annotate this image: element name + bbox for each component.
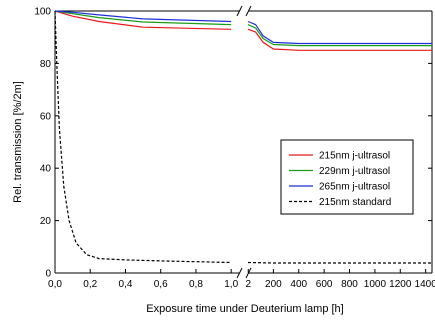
series-line-4-part-2 [248, 263, 432, 264]
y-tick-label: 20 [40, 216, 52, 227]
legend: 215nm j-ultrasol 229nm j-ultrasol 265nm j-… [281, 140, 413, 214]
x-tick-label: 0,6 [154, 279, 168, 290]
x-tick-label: 600 [316, 279, 333, 290]
y-tick-label: 100 [34, 7, 51, 18]
y-tick-label: 0 [45, 269, 51, 280]
x-tick-label: 0,0 [48, 279, 62, 290]
x-tick-label: 800 [341, 279, 358, 290]
x-tick-label: 0,4 [119, 279, 133, 290]
series-line-4-part-1 [55, 11, 231, 263]
x-tick-label: 2 [245, 279, 251, 290]
x-tick-label: 1400 [415, 279, 435, 290]
series-lines [55, 11, 432, 263]
series-line-3-part-1 [55, 11, 231, 22]
x-tick-label: 1,0 [224, 279, 238, 290]
x-tick-label: 0,8 [189, 279, 203, 290]
x-tick-label: 400 [290, 279, 307, 290]
legend-entry-label: 229nm j-ultrasol [319, 166, 390, 177]
y-tick-label: 80 [40, 59, 52, 70]
y-tick-label: 60 [40, 111, 52, 122]
x-tick-label: 0,2 [83, 279, 97, 290]
x-tick-label: 200 [265, 279, 282, 290]
series-line-1-part-2 [248, 29, 432, 50]
x-tick-label: 1000 [364, 279, 387, 290]
y-axis-label: Rel. transmission [%/2m] [12, 81, 24, 203]
legend-entry-label: 265nm j-ultrasol [319, 182, 390, 193]
legend-entry-label: 215nm standard [319, 197, 391, 208]
legend-entry-label: 215nm j-ultrasol [319, 151, 390, 162]
x-tick-label: 1200 [389, 279, 412, 290]
y-tick-label: 40 [40, 164, 52, 175]
x-axis-label: Exposure time under Deuterium lamp [h] [146, 303, 343, 315]
series-line-3-part-2 [248, 22, 432, 44]
